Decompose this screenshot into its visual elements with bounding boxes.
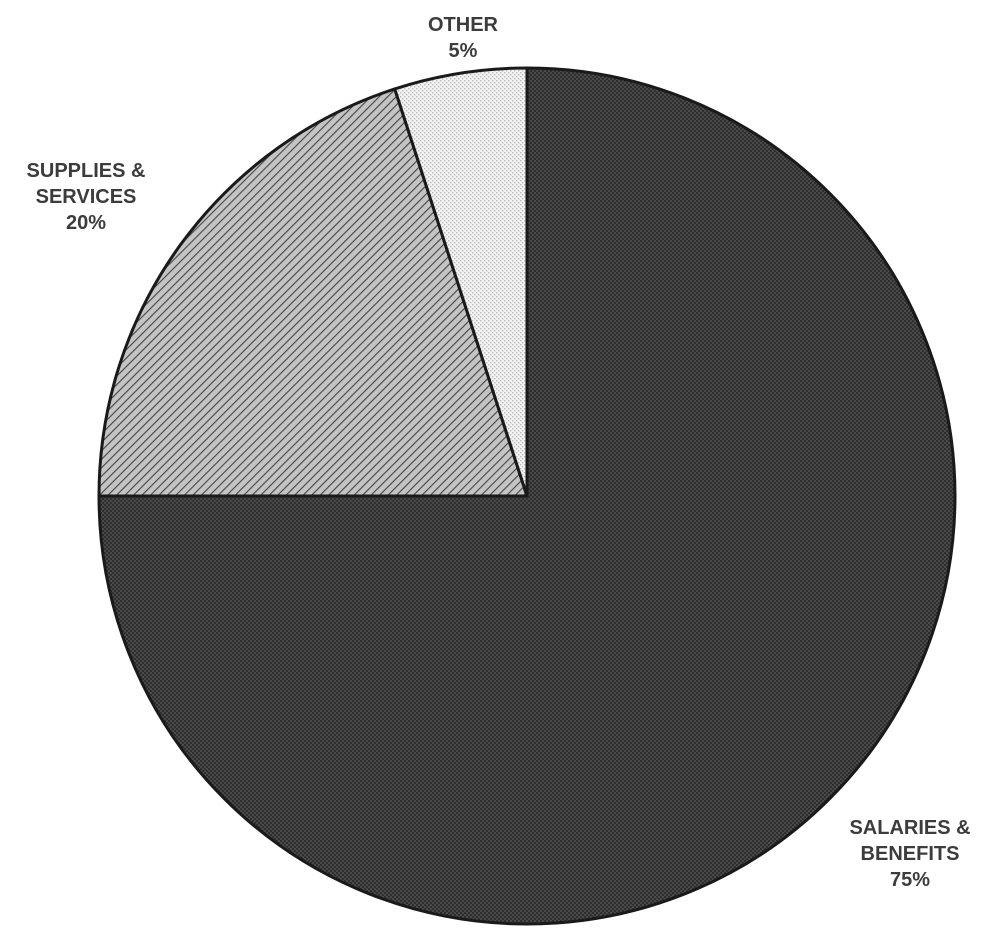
slice-percent-supplies-services: 20%	[66, 212, 106, 234]
pie-slices	[97, 66, 957, 926]
slice-label-other: OTHER 5%	[428, 14, 499, 62]
slice-percent-other: 5%	[449, 40, 478, 62]
slice-label-salaries-benefits: SALARIES & BENEFITS 75%	[849, 817, 970, 891]
slice-label-supplies-services: SUPPLIES & SERVICES 20%	[27, 160, 146, 234]
slice-name-other: OTHER	[428, 14, 499, 36]
slice-name-supplies-services: SUPPLIES &	[27, 160, 146, 182]
slice-name-salaries-benefits: SALARIES &	[849, 817, 970, 839]
pie-slice-supplies-services	[97, 87, 529, 498]
slice-name-salaries-benefits: BENEFITS	[861, 843, 960, 865]
pie-labels: SALARIES & BENEFITS 75% SUPPLIES & SERVICES 2…	[27, 14, 971, 891]
slice-name-supplies-services: SERVICES	[36, 186, 137, 208]
slice-percent-salaries-benefits: 75%	[890, 869, 930, 891]
pie-slice-other	[393, 66, 529, 498]
